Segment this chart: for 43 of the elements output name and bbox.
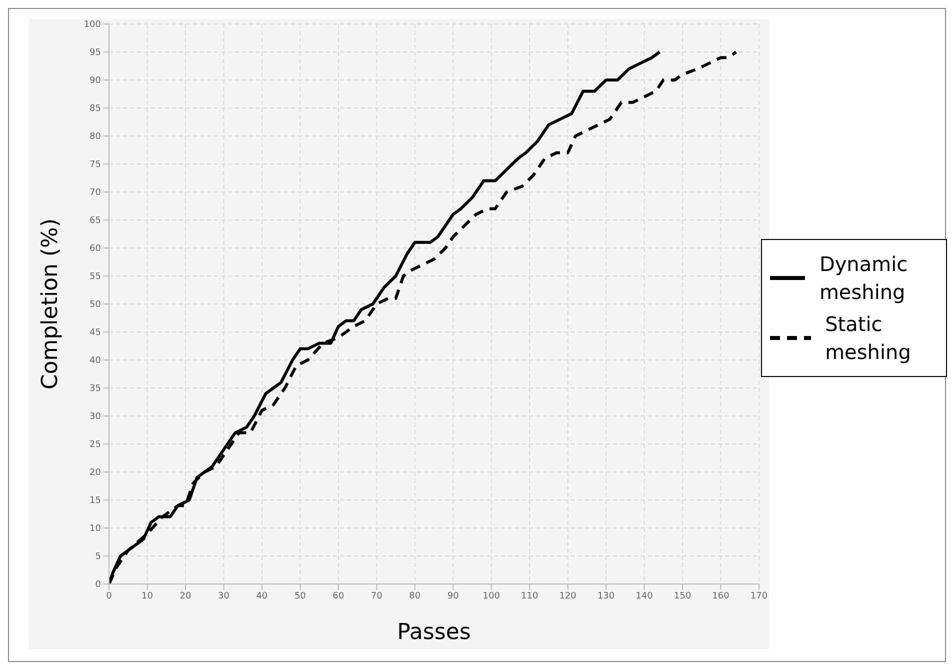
x-tick-label: 170 [750, 591, 768, 602]
y-tick-label: 10 [90, 524, 102, 534]
y-tick-label: 80 [90, 132, 102, 142]
legend-label: Static meshing [825, 311, 912, 366]
y-tick-label: 40 [90, 356, 102, 366]
y-tick-label: 55 [90, 272, 101, 282]
y-tick-label: 75 [90, 160, 101, 170]
x-tick-label: 10 [142, 591, 154, 602]
x-tick-label: 160 [712, 591, 730, 602]
y-tick-label: 30 [90, 412, 102, 422]
y-tick-label: 70 [90, 188, 102, 198]
x-tick-label: 80 [409, 591, 421, 602]
y-tick-label: 25 [90, 440, 101, 450]
y-tick-label: 15 [90, 496, 101, 506]
x-tick-label: 120 [559, 591, 577, 602]
y-axis-title: Completion (%) [38, 218, 63, 390]
x-tick-label: 40 [256, 591, 268, 602]
x-tick-label: 140 [636, 591, 654, 602]
x-tick-label: 30 [218, 591, 230, 602]
x-tick-label: 110 [520, 591, 538, 602]
x-tick-label: 100 [482, 591, 500, 602]
y-tick-label: 60 [90, 244, 102, 254]
y-tick-label: 85 [90, 104, 101, 114]
x-tick-label: 20 [180, 591, 192, 602]
y-tick-label: 20 [90, 468, 102, 478]
y-tick-label: 45 [90, 328, 101, 338]
legend-label: Dynamic meshing [819, 251, 909, 306]
x-tick-label: 0 [106, 591, 112, 602]
y-tick-label: 35 [90, 384, 101, 394]
x-tick-label: 50 [294, 591, 306, 602]
x-tick-label: 90 [447, 591, 460, 602]
y-tick-label: 65 [90, 216, 101, 226]
y-tick-label: 90 [90, 76, 102, 86]
x-tick-label: 130 [597, 591, 615, 602]
x-tick-label: 70 [370, 591, 383, 602]
x-tick-label: 150 [674, 591, 692, 602]
x-tick-label: 60 [332, 591, 344, 602]
y-tick-label: 95 [90, 48, 101, 58]
x-axis-title: Passes [397, 620, 471, 645]
y-tick-label: 5 [95, 552, 101, 562]
y-tick-label: 100 [84, 20, 102, 30]
y-tick-label: 50 [90, 300, 102, 310]
y-tick-label: 0 [95, 580, 102, 590]
